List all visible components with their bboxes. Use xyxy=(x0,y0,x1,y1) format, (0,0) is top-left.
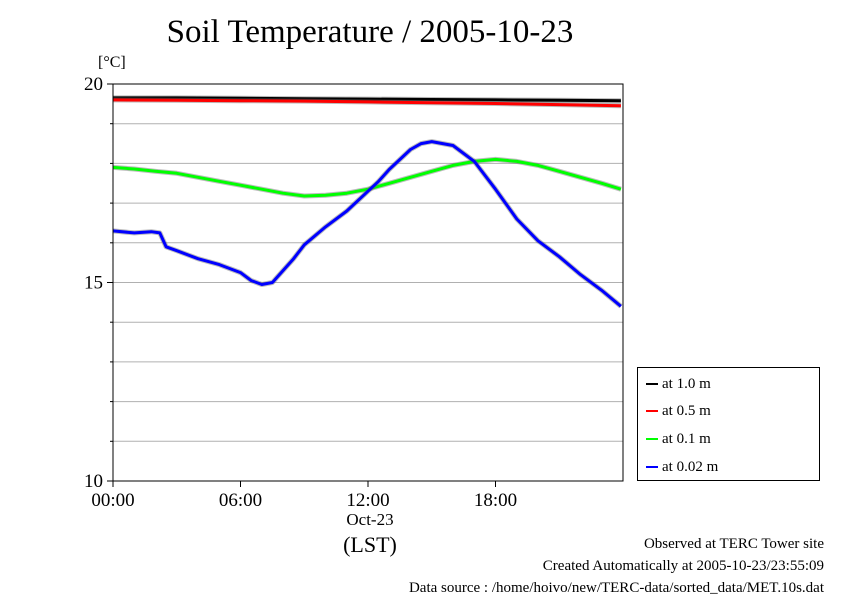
legend-swatch xyxy=(646,438,658,440)
legend-label: at 1.0 m xyxy=(662,375,711,392)
legend-label: at 0.02 m xyxy=(662,458,719,475)
chart-title: Soil Temperature / 2005-10-23 xyxy=(166,14,574,50)
grid-lines xyxy=(113,123,623,442)
footer-site: Observed at TERC Tower site xyxy=(643,536,824,552)
x-tick-label: 18:00 xyxy=(474,490,517,511)
x-tick-label: 00:00 xyxy=(91,490,134,511)
legend-swatch xyxy=(646,410,658,412)
series-line-at-0.5-m xyxy=(112,98,621,108)
legend-item-0.5m: at 0.5 m xyxy=(646,401,711,421)
legend-item-0.1m: at 0.1 m xyxy=(646,429,711,449)
footer-source: Data source : /home/hoivo/new/TERC-data/… xyxy=(408,580,824,596)
footer-created: Created Automatically at 2005-10-23/23:5… xyxy=(542,558,824,574)
series-line-at-0.02-m xyxy=(112,140,622,308)
legend: at 1.0 m at 0.5 m at 0.1 m at 0.02 m xyxy=(637,367,820,481)
x-axis-date: Oct-23 xyxy=(346,510,394,529)
series-layer xyxy=(112,95,623,309)
legend-item-1.0m: at 1.0 m xyxy=(646,374,711,394)
y-tick-label: 10 xyxy=(84,471,103,492)
legend-label: at 0.5 m xyxy=(662,402,711,419)
y-tick-label: 20 xyxy=(84,74,103,95)
y-axis-unit: [°C] xyxy=(98,54,126,71)
x-axis-label: (LST) xyxy=(343,532,397,557)
series-line-at-1.0-m xyxy=(113,96,621,103)
axis-ticks: 10 15 20 00:00 06:00 12:00 18:00 xyxy=(84,74,517,511)
x-tick-label: 06:00 xyxy=(219,490,262,511)
x-tick-label: 12:00 xyxy=(346,490,389,511)
legend-label: at 0.1 m xyxy=(662,430,711,447)
legend-swatch xyxy=(646,383,658,385)
legend-swatch xyxy=(646,466,658,468)
y-tick-label: 15 xyxy=(84,273,103,294)
legend-item-0.02m: at 0.02 m xyxy=(646,457,718,477)
